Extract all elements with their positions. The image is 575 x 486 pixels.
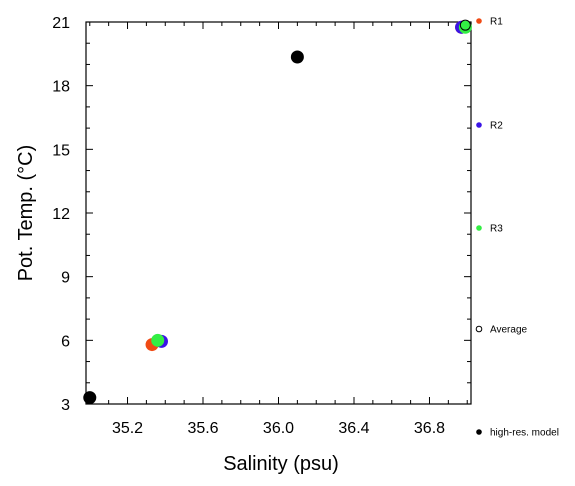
y-tick-label: 3 — [61, 397, 70, 414]
legend-marker-average — [475, 325, 483, 333]
x-axis-title: Salinity (psu) — [223, 453, 339, 475]
data-point-high-res-model — [83, 391, 97, 405]
y-tick-label: 6 — [61, 333, 70, 350]
legend-marker-r3 — [476, 225, 482, 231]
y-tick-label: 21 — [52, 15, 70, 32]
x-tick-label: 36.8 — [414, 420, 445, 437]
plot-frame — [85, 21, 472, 405]
y-tick-label: 12 — [52, 206, 70, 223]
data-points — [83, 19, 472, 405]
y-tick-label: 18 — [52, 79, 70, 96]
legend-marker-r2 — [476, 122, 482, 128]
y-axis-title: Pot. Temp. (°C) — [15, 145, 37, 282]
legend-marker-high-res-model — [476, 429, 482, 435]
y-axis: 3 6 9 12 15 18 21 — [52, 15, 471, 414]
legend: R1 R2 R3 Average high-res. model — [475, 17, 559, 439]
legend-label-r2: R2 — [490, 121, 503, 132]
y-tick-label: 15 — [52, 142, 70, 159]
data-point-average — [459, 19, 471, 31]
legend-label-average: Average — [490, 325, 528, 336]
x-tick-label: 36.4 — [338, 420, 369, 437]
data-point-r3 — [458, 20, 472, 34]
legend-label-high-res-model: high-res. model — [490, 428, 559, 439]
x-axis: 35.2 35.6 36.0 36.4 36.8 — [89, 22, 468, 437]
legend-marker-r1 — [476, 18, 482, 24]
x-tick-label: 35.6 — [187, 420, 218, 437]
data-point-high-res-model — [290, 50, 304, 64]
x-tick-label: 35.2 — [112, 420, 143, 437]
legend-label-r1: R1 — [490, 17, 503, 28]
legend-label-r3: R3 — [490, 224, 503, 235]
data-point-r3 — [151, 333, 165, 347]
y-tick-label: 9 — [61, 270, 70, 287]
x-tick-label: 36.0 — [263, 420, 294, 437]
